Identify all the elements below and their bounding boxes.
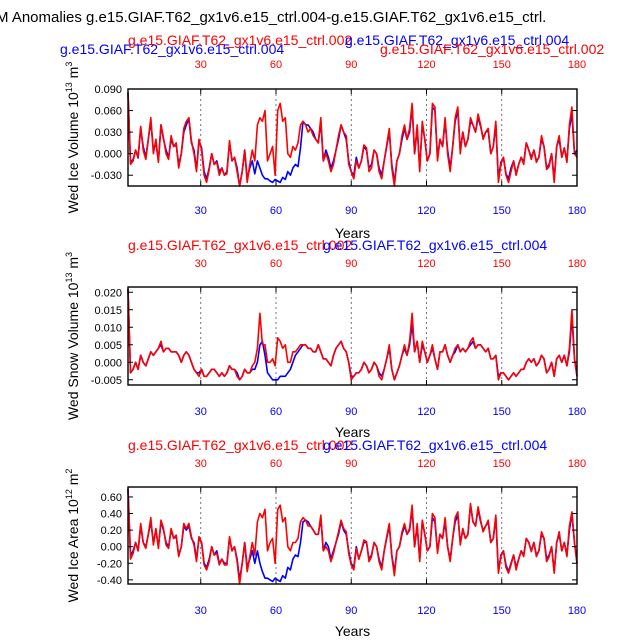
y-axis-title-part: m xyxy=(65,257,81,273)
x-tick-label-bottom: 60 xyxy=(270,406,282,418)
x-tick-label-bottom: 30 xyxy=(195,406,207,418)
y-tick-label: 0.000 xyxy=(94,357,122,369)
x-tick-label-bottom: 30 xyxy=(195,605,207,617)
y-axis-title-part: 3 xyxy=(64,62,74,67)
x-tick-label-top: 150 xyxy=(493,59,511,71)
x-tick-label-bottom: 60 xyxy=(270,605,282,617)
y-tick-label: 0.060 xyxy=(94,106,122,118)
x-tick-label-top: 30 xyxy=(195,458,207,470)
run-label-red: g.e15.GIAF.T62_gx1v6.e15_ctrl.002 xyxy=(128,32,352,48)
y-axis-title-part: Wed Snow Volume 10 xyxy=(65,282,81,420)
panel-snow-volume: -0.005 0.000 0.005 0.010 0.015 0.020 30 30 60 60 9… xyxy=(64,237,586,440)
y-axis-title-part: 13 xyxy=(64,273,74,283)
y-axis-title-part: 2 xyxy=(64,469,74,474)
x-tick-label-bottom: 120 xyxy=(417,205,435,217)
x-tick-label-top: 150 xyxy=(493,458,511,470)
x-tick-label-top: 60 xyxy=(270,258,282,270)
panel-ice-volume: -0.030 0.000 0.030 0.060 0.090 30 30 60 60 90 90 12… xyxy=(60,32,604,241)
y-tick-label: 0.020 xyxy=(94,287,122,299)
y-tick-label: -0.005 xyxy=(91,375,122,387)
y-tick-label: 0.015 xyxy=(94,305,122,317)
figure-title: M Anomalies g.e15.GIAF.T62_gx1v6.e15_ctr… xyxy=(0,9,546,26)
x-tick-label-top: 180 xyxy=(568,458,586,470)
y-tick-label: 0.030 xyxy=(94,127,122,139)
x-axis-title: Years xyxy=(335,225,370,241)
x-tick-label-top: 180 xyxy=(568,59,586,71)
x-tick-label-top: 120 xyxy=(417,258,435,270)
series-line-red xyxy=(127,92,578,187)
panel-ice-area: -0.40 -0.20 0.00 0.20 0.40 0.60 30 30 60 60 90 90 12… xyxy=(64,437,586,639)
y-tick-label: -0.030 xyxy=(91,170,122,182)
x-tick-label-top: 60 xyxy=(270,458,282,470)
run-label-blue: g.e15.GIAF.T62_gx1v6.e15_ctrl.004 xyxy=(323,437,547,453)
y-tick-label: 0.60 xyxy=(101,492,122,504)
run-label-red: g.e15.GIAF.T62_gx1v6.e15_ctrl.002 xyxy=(128,437,352,453)
y-tick-label: 0.000 xyxy=(94,149,122,161)
y-axis-title-part: 12 xyxy=(64,489,74,499)
x-tick-label-bottom: 120 xyxy=(417,406,435,418)
x-tick-label-top: 90 xyxy=(345,458,357,470)
y-axis-title-part: m xyxy=(65,67,81,83)
y-tick-label: 0.20 xyxy=(101,525,122,537)
y-tick-label: 0.090 xyxy=(94,84,122,96)
x-tick-label-top: 120 xyxy=(417,59,435,71)
x-tick-label-bottom: 90 xyxy=(345,605,357,617)
x-tick-label-bottom: 90 xyxy=(345,406,357,418)
y-axis-title: Wed Snow Volume 1013 m3 xyxy=(64,252,81,420)
run-label-blue: g.e15.GIAF.T62_gx1v6.e15_ctrl.004 xyxy=(60,41,284,57)
x-tick-label-top: 180 xyxy=(568,258,586,270)
x-tick-label-top: 30 xyxy=(195,258,207,270)
x-tick-label-top: 90 xyxy=(345,59,357,71)
y-axis-title-part: 3 xyxy=(64,252,74,257)
y-tick-label: 0.00 xyxy=(101,542,122,554)
run-label-red: g.e15.GIAF.T62_gx1v6.e15_ctrl.002 xyxy=(380,41,604,57)
x-tick-label-bottom: 120 xyxy=(417,605,435,617)
y-tick-label: -0.40 xyxy=(97,575,122,587)
x-tick-label-bottom: 90 xyxy=(345,205,357,217)
y-tick-label: 0.010 xyxy=(94,322,122,334)
x-tick-label-bottom: 180 xyxy=(568,205,586,217)
y-axis-title: Wed Ice Volume 1013 m3 xyxy=(64,62,81,214)
x-tick-label-top: 120 xyxy=(417,458,435,470)
plot-frame xyxy=(127,88,578,187)
plot-frame xyxy=(127,286,578,386)
series-line-blue xyxy=(127,288,578,381)
run-label-red: g.e15.GIAF.T62_gx1v6.e15_ctrl.002 xyxy=(128,237,352,253)
x-axis-title: Years xyxy=(335,424,370,440)
x-tick-label-bottom: 150 xyxy=(493,406,511,418)
x-tick-label-top: 150 xyxy=(493,258,511,270)
series-line-red xyxy=(127,488,578,585)
x-tick-label-bottom: 180 xyxy=(568,605,586,617)
x-tick-label-bottom: 30 xyxy=(195,205,207,217)
x-tick-label-top: 90 xyxy=(345,258,357,270)
run-label-blue: g.e15.GIAF.T62_gx1v6.e15_ctrl.004 xyxy=(345,32,569,48)
x-tick-label-bottom: 180 xyxy=(568,406,586,418)
y-axis-title-part: m xyxy=(65,474,81,490)
x-axis-title: Years xyxy=(335,623,370,638)
y-axis-title-part: Wed Ice Area 10 xyxy=(65,499,81,602)
x-tick-label-bottom: 150 xyxy=(493,205,511,217)
x-tick-label-bottom: 150 xyxy=(493,605,511,617)
plot-frame xyxy=(127,486,578,585)
y-tick-label: 0.40 xyxy=(101,509,122,521)
x-tick-label-bottom: 60 xyxy=(270,205,282,217)
series-line-red xyxy=(127,288,578,381)
y-tick-label: -0.20 xyxy=(97,558,122,570)
x-tick-label-top: 30 xyxy=(195,59,207,71)
x-tick-label-top: 60 xyxy=(270,59,282,71)
run-label-blue: g.e15.GIAF.T62_gx1v6.e15_ctrl.004 xyxy=(323,237,547,253)
y-axis-title-part: Wed Ice Volume 10 xyxy=(65,92,81,213)
y-axis-title: Wed Ice Area 1012 m2 xyxy=(64,469,81,603)
y-axis-title-part: 13 xyxy=(64,82,74,92)
y-tick-label: 0.005 xyxy=(94,340,122,352)
series-line-blue xyxy=(127,92,578,187)
